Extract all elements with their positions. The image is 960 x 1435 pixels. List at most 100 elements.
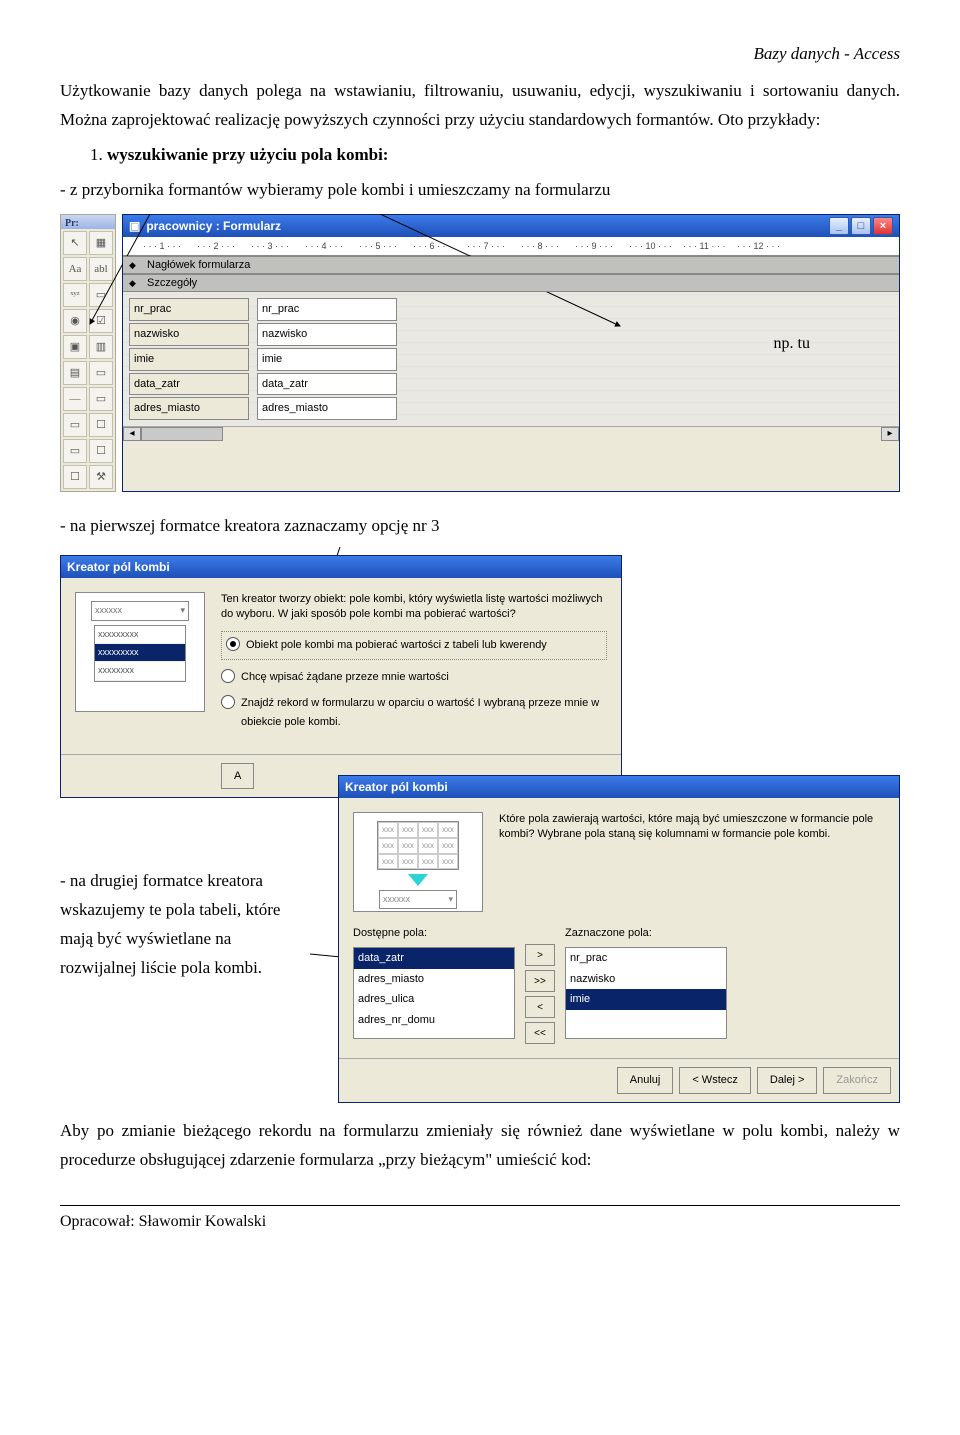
toolbox-header: Pr: (61, 215, 115, 229)
back-button[interactable]: < Wstecz (679, 1067, 751, 1094)
list-number: 1. (90, 145, 107, 164)
tool-button[interactable]: abl (89, 257, 113, 281)
ruler-tick: · · · 4 · · · (305, 239, 359, 254)
mini-combo-text: xxxxxx (383, 892, 410, 907)
field-label[interactable]: data_zatr (129, 373, 249, 396)
radio-icon (226, 637, 240, 651)
list-item[interactable]: imie (566, 989, 726, 1010)
paragraph-intro: Użytkowanie bazy danych polega na wstawi… (60, 77, 900, 135)
move-button[interactable]: << (525, 1022, 555, 1044)
page-footer: Opracował: Sławomir Kowalski (60, 1205, 900, 1235)
wizard2-intro: Które pola zawierają wartości, które maj… (499, 812, 885, 912)
field-textbox[interactable]: adres_miasto (257, 397, 397, 420)
design-grid: nr_pracnr_pracnazwiskonazwiskoimieimieda… (123, 292, 899, 425)
caption-wizard2: - na drugiej formatce kreatora wskazujem… (60, 867, 310, 983)
section-detail: Szczegóły (123, 274, 899, 292)
list-title: wyszukiwanie przy użyciu pola kombi: (107, 145, 388, 164)
form-titlebar: ▣ pracownicy : Formularz _ □ × (123, 215, 899, 237)
tool-button[interactable]: ◉ (63, 309, 87, 333)
list-sub-1: - z przybornika formantów wybieramy pole… (60, 176, 900, 205)
ruler-tick: · · · 9 · · · (575, 239, 629, 254)
horizontal-scrollbar[interactable]: ◂ ▸ (123, 426, 899, 441)
wizard1-cancel-button-partial[interactable]: A (221, 763, 254, 790)
screenshot-wizards: Kreator pól kombi xxxxxx▾ xxxxxxxxxxxxxx… (60, 547, 900, 1107)
move-button[interactable]: > (525, 944, 555, 966)
tool-button[interactable]: ▦ (89, 231, 113, 255)
tool-button[interactable]: ▭ (89, 387, 113, 411)
combo-demo-text: xxxxxx (95, 603, 122, 618)
ruler: · · · 1 · · ·· · · 2 · · ·· · · 3 · · ··… (123, 237, 899, 256)
tool-button[interactable]: ☐ (63, 465, 87, 489)
mini-combo: xxxxxx ▾ (379, 890, 457, 909)
tool-button[interactable]: ☑ (89, 309, 113, 333)
wizard1-combo-list: xxxxxxxxxxxxxxxxxxxxxxxxxx (94, 625, 186, 682)
tool-button[interactable]: ▤ (63, 361, 87, 385)
ruler-tick: · · · 6 · · · (413, 239, 467, 254)
caption-wizard1: - na pierwszej formatce kreatora zaznacz… (60, 512, 900, 541)
tool-button[interactable]: — (63, 387, 87, 411)
scroll-right-button[interactable]: ▸ (881, 427, 899, 441)
form-field-row: data_zatr data_zatr (129, 373, 893, 396)
tool-button[interactable]: ↖ (63, 231, 87, 255)
list-item[interactable]: nazwisko (566, 969, 726, 990)
ruler-tick: · · · 7 · · · (467, 239, 521, 254)
list-item[interactable]: data_zatr (354, 948, 514, 969)
tool-button[interactable]: ☐ (89, 413, 113, 437)
section-header: Nagłówek formularza (123, 256, 899, 274)
ruler-tick: · · · 3 · · · (251, 239, 305, 254)
scroll-track (223, 427, 881, 441)
minimize-button[interactable]: _ (829, 217, 849, 235)
option2-label: Chcę wpisać żądane przeze mnie wartości (241, 668, 449, 687)
wizard1-option1[interactable]: Obiekt pole kombi ma pobierać wartości z… (221, 631, 607, 660)
ruler-tick: · · · 8 · · · (521, 239, 575, 254)
wizard1-title: Kreator pól kombi (67, 557, 170, 577)
tool-button[interactable]: ▣ (63, 335, 87, 359)
tool-button[interactable]: ▭ (89, 283, 113, 307)
tool-button[interactable]: ▭ (63, 439, 87, 463)
field-label[interactable]: imie (129, 348, 249, 371)
wizard-step1: Kreator pól kombi xxxxxx▾ xxxxxxxxxxxxxx… (60, 555, 622, 798)
wizard1-option3[interactable]: Znajdź rekord w formularzu w oparciu o w… (221, 694, 607, 731)
move-button[interactable]: >> (525, 970, 555, 992)
field-textbox[interactable]: data_zatr (257, 373, 397, 396)
combo-list-item: xxxxxxxxx (95, 644, 185, 662)
tool-button[interactable]: ˣʸᶻ (63, 283, 87, 307)
scroll-left-button[interactable]: ◂ (123, 427, 141, 441)
next-button[interactable]: Dalej > (757, 1067, 818, 1094)
cancel-button[interactable]: Anuluj (617, 1067, 674, 1094)
tool-button[interactable]: ⚒ (89, 465, 113, 489)
field-label[interactable]: nr_prac (129, 298, 249, 321)
scroll-thumb[interactable] (141, 427, 223, 441)
tool-button[interactable]: ▭ (63, 413, 87, 437)
ruler-tick: · · · 2 · · · (197, 239, 251, 254)
wizard2-illustration: xxxxxxxxxxxx xxxxxxxxxxxx xxxxxxxxxxxx x… (353, 812, 483, 912)
list-item[interactable]: nr_prac (566, 948, 726, 969)
tool-button[interactable]: ▥ (89, 335, 113, 359)
field-textbox[interactable]: imie (257, 348, 397, 371)
list-item[interactable]: adres_ulica (354, 989, 514, 1010)
tool-button[interactable]: ▭ (89, 361, 113, 385)
toolbox: Pr: ↖▦Aaablˣʸᶻ▭◉☑▣▥▤▭—▭▭☐▭☐☐⚒ (60, 214, 116, 492)
field-textbox[interactable]: nr_prac (257, 298, 397, 321)
close-button[interactable]: × (873, 217, 893, 235)
maximize-button[interactable]: □ (851, 217, 871, 235)
wizard1-option2[interactable]: Chcę wpisać żądane przeze mnie wartości (221, 668, 607, 687)
available-listbox[interactable]: data_zatradres_miastoadres_ulicaadres_nr… (353, 947, 515, 1039)
radio-icon (221, 695, 235, 709)
ruler-tick: · · · 1 · · · (143, 239, 197, 254)
tool-button[interactable]: ☐ (89, 439, 113, 463)
radio-icon (221, 669, 235, 683)
field-textbox[interactable]: nazwisko (257, 323, 397, 346)
selected-listbox[interactable]: nr_pracnazwiskoimie (565, 947, 727, 1039)
list-item[interactable]: adres_nr_domu (354, 1010, 514, 1031)
move-button[interactable]: < (525, 996, 555, 1018)
combo-list-item: xxxxxxxxx (95, 626, 185, 644)
field-label[interactable]: adres_miasto (129, 397, 249, 420)
finish-button: Zakończ (823, 1067, 891, 1094)
ruler-tick: · · · 12 · · · (737, 239, 791, 254)
wizard-step2: Kreator pól kombi xxxxxxxxxxxx xxxxxxxxx… (338, 775, 900, 1103)
field-label[interactable]: nazwisko (129, 323, 249, 346)
tool-button[interactable]: Aa (63, 257, 87, 281)
list-item[interactable]: adres_miasto (354, 969, 514, 990)
dropdown-icon: ▾ (448, 892, 453, 907)
